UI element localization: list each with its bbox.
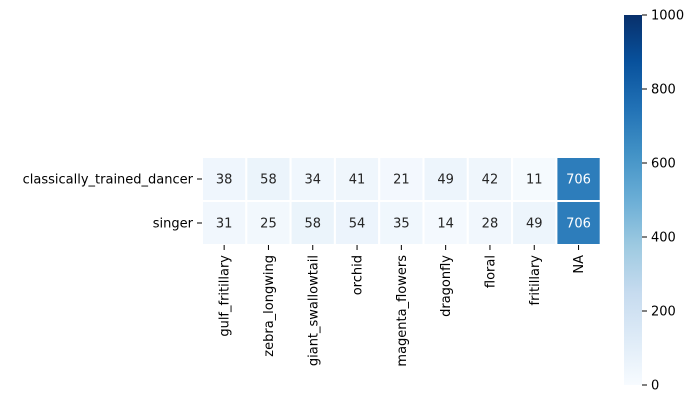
column-label-orchid: orchid xyxy=(351,255,366,295)
column-label-floral: floral xyxy=(483,255,498,288)
column-label-fritillary: fritillary xyxy=(528,255,543,306)
column-label-dragonfly: dragonfly xyxy=(439,255,454,317)
heatmap-cells: 38 58 34 41 21 49 42 11 706 31 25 58 54 35 14 28 49 706 xyxy=(201,156,602,246)
cell-value-label: 31 xyxy=(216,217,233,232)
cell-value-label: 25 xyxy=(260,217,277,232)
colorbar-tick-label: 200 xyxy=(651,305,676,320)
cell-value-label: 706 xyxy=(566,217,591,232)
cell-value-label: 34 xyxy=(304,173,321,188)
colorbar: 0 200 400 600 800 1000 xyxy=(624,9,684,394)
cell-value-label: 14 xyxy=(437,217,454,232)
column-labels: gulf_fritillary zebra_longwing giant_swall… xyxy=(218,245,587,367)
cell-value-label: 706 xyxy=(566,173,591,188)
column-label-zebra-longwing: zebra_longwing xyxy=(262,255,277,357)
colorbar-tick-label: 400 xyxy=(651,231,676,246)
heatmap-cell-singer-magenta-flowers xyxy=(378,200,425,246)
colorbar-tick-label: 1000 xyxy=(651,9,684,24)
column-label-magenta-flowers: magenta_flowers xyxy=(395,255,410,367)
cell-value-label: 49 xyxy=(437,173,454,188)
cell-value-label: 58 xyxy=(260,173,277,188)
cell-value-label: 28 xyxy=(482,217,499,232)
heatmap-cell-singer-fritillary xyxy=(511,200,558,246)
column-label-giant-swallowtail: giant_swallowtail xyxy=(306,255,321,366)
cell-value-label: 49 xyxy=(526,217,543,232)
cell-value-label: 41 xyxy=(349,173,366,188)
colorbar-tick-label: 800 xyxy=(651,83,676,98)
row-label-classically-trained-dancer: classically_trained_dancer xyxy=(23,173,194,188)
cell-value-label: 11 xyxy=(526,173,543,188)
heatmap-cell-classically-trained-dancer-fritillary xyxy=(511,156,558,202)
cell-value-label: 54 xyxy=(349,217,366,232)
colorbar-gradient xyxy=(624,15,642,385)
row-label-singer: singer xyxy=(153,217,194,232)
cell-value-label: 38 xyxy=(216,173,233,188)
cell-value-label: 42 xyxy=(482,173,499,188)
heatmap-cell-singer-floral xyxy=(466,200,514,246)
column-label-gulf-fritillary: gulf_fritillary xyxy=(218,255,233,337)
colorbar-tick-label: 0 xyxy=(651,379,659,394)
cell-value-label: 58 xyxy=(304,217,321,232)
column-label-na: NA xyxy=(572,255,587,274)
cell-value-label: 35 xyxy=(393,217,410,232)
heatmap-cell-singer-giant-swallowtail xyxy=(289,200,336,246)
colorbar-tick-label: 600 xyxy=(651,157,676,172)
cell-value-label: 21 xyxy=(393,173,410,188)
